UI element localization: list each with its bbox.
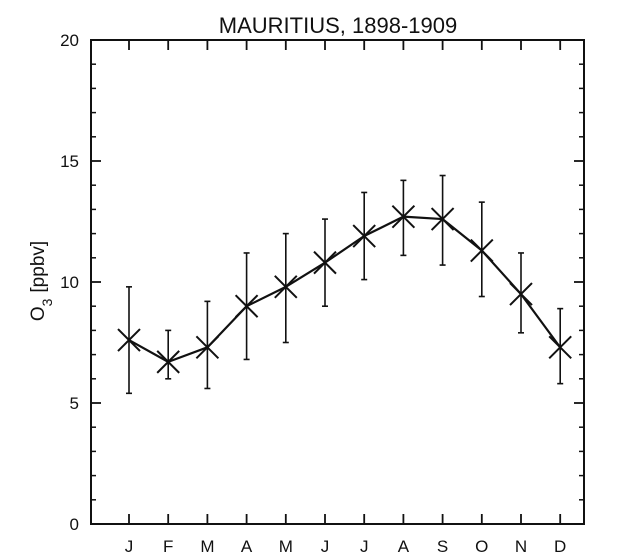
data-marks <box>117 174 572 395</box>
data-point <box>274 275 298 299</box>
data-point-stroke <box>352 224 376 248</box>
data-point <box>195 335 220 360</box>
x-tick-label: A <box>241 537 253 556</box>
data-point <box>391 204 416 229</box>
x-tick-label: M <box>200 537 214 556</box>
x-tick-label: J <box>360 537 369 556</box>
data-point <box>509 282 533 306</box>
data-point-stroke <box>274 275 298 299</box>
y-axis-label: O3 [ppbv] <box>28 241 55 321</box>
data-point <box>313 250 337 275</box>
x-tick-label: D <box>554 537 566 556</box>
x-tick-label: A <box>398 537 410 556</box>
data-point <box>156 350 180 374</box>
data-point <box>470 238 494 263</box>
x-tick-label: J <box>321 537 330 556</box>
y-tick-label: 20 <box>60 31 79 50</box>
y-tick-label: 10 <box>60 273 79 292</box>
data-point-stroke <box>313 250 337 275</box>
y-axis-label-unit: [ppbv] <box>28 241 49 293</box>
data-point-stroke <box>391 204 416 229</box>
y-axis-label-main: O <box>28 306 49 321</box>
chart-title: MAURITIUS, 1898-1909 <box>219 13 457 38</box>
data-point <box>548 335 572 360</box>
data-point <box>234 294 259 318</box>
y-tick-label: 0 <box>70 515 79 534</box>
x-tick-label: M <box>279 537 293 556</box>
data-point-stroke <box>117 328 141 352</box>
y-tick-label: 15 <box>60 152 79 171</box>
x-tick-label: F <box>163 537 173 556</box>
data-point-stroke <box>156 350 180 374</box>
data-point <box>352 224 376 248</box>
data-point-stroke <box>509 282 533 306</box>
x-tick-label: J <box>125 537 134 556</box>
data-point-stroke <box>548 335 572 360</box>
axes: 0 5 10 15 20 J F M A M J J A S O N D <box>60 31 584 556</box>
data-point-stroke <box>234 294 259 318</box>
y-axis-label-subscript: 3 <box>39 298 55 306</box>
series-line <box>128 215 562 363</box>
data-point-stroke <box>195 335 220 360</box>
y-tick-label: 5 <box>70 394 79 413</box>
x-tick-label: O <box>475 537 488 556</box>
x-tick-label: N <box>515 537 527 556</box>
data-point-stroke <box>470 238 494 263</box>
data-point <box>430 207 455 231</box>
data-point-stroke <box>430 207 455 231</box>
data-point <box>117 328 141 352</box>
x-tick-label: S <box>437 537 448 556</box>
